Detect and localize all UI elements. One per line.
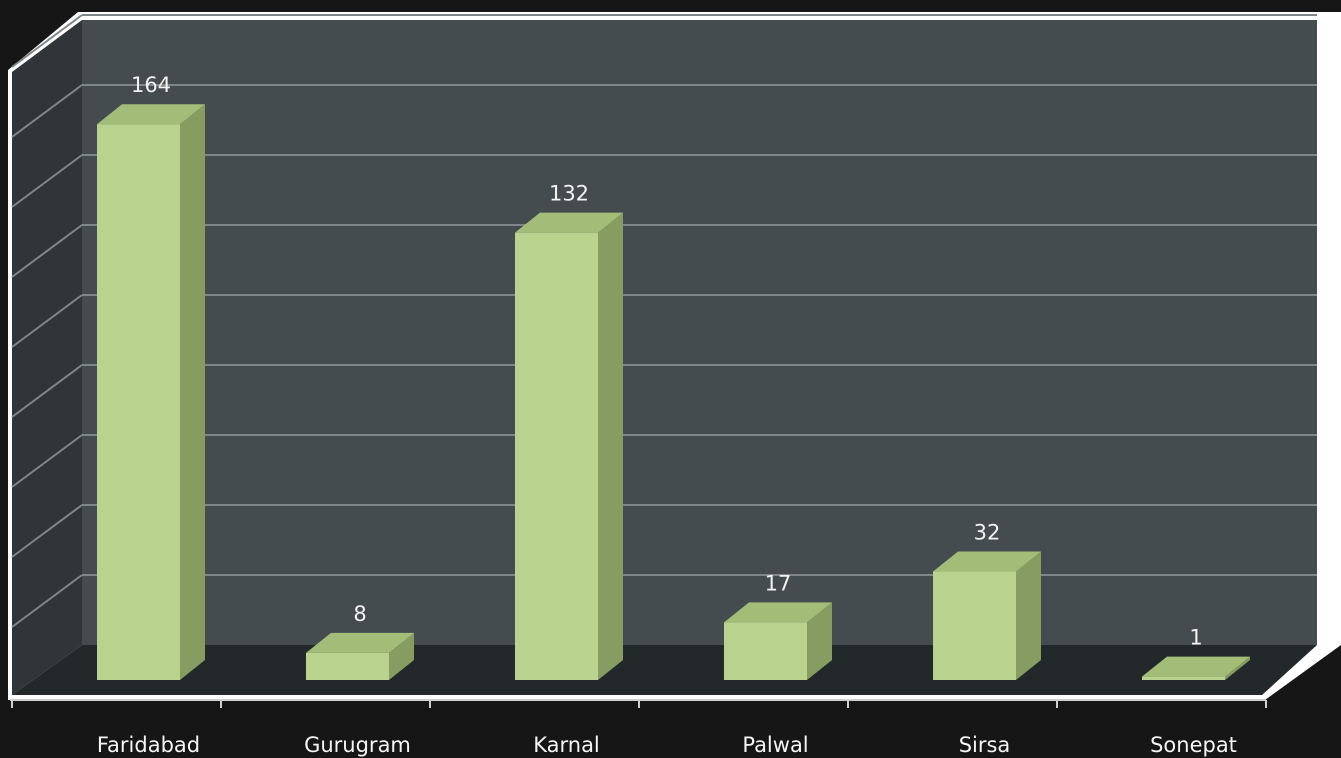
bar-side bbox=[598, 212, 623, 680]
side-wall bbox=[12, 20, 82, 695]
bar-side bbox=[389, 632, 414, 680]
bar-top bbox=[97, 104, 205, 125]
bar-front bbox=[933, 571, 1016, 680]
x-tick-label: Gurugram bbox=[304, 733, 411, 757]
bar-side bbox=[180, 104, 205, 680]
x-tick-label: Sirsa bbox=[959, 733, 1011, 757]
x-axis-labels: Faridabad Gurugram Karnal Palwal Sirsa Sonepa… bbox=[97, 733, 1237, 757]
bar-faridabad bbox=[97, 104, 205, 680]
bar-top bbox=[515, 212, 623, 233]
x-tick-label: Sonepat bbox=[1150, 733, 1237, 757]
bar-sirsa bbox=[933, 551, 1041, 680]
gridline-side bbox=[11, 154, 83, 208]
data-label: 8 bbox=[353, 602, 366, 626]
bar-gurugram bbox=[306, 632, 414, 680]
gridline-side bbox=[11, 504, 83, 558]
gridline-side bbox=[11, 84, 83, 138]
bar-front bbox=[724, 622, 807, 680]
gridline-side bbox=[11, 364, 83, 418]
back-wall bbox=[82, 20, 1317, 645]
gridline-side bbox=[11, 434, 83, 488]
gridlines bbox=[11, 14, 1317, 628]
x-tick-label: Karnal bbox=[533, 733, 600, 757]
bar-palwal bbox=[724, 602, 832, 680]
bar-top bbox=[933, 551, 1041, 572]
data-label: 164 bbox=[131, 73, 171, 97]
data-label: 1 bbox=[1189, 626, 1202, 650]
data-labels: 164 8 132 17 32 1 bbox=[131, 73, 1203, 649]
gridline-side bbox=[11, 14, 83, 68]
x-tick-label: Faridabad bbox=[97, 733, 200, 757]
bar-front bbox=[97, 124, 180, 680]
bar-side bbox=[1016, 551, 1041, 680]
bar-front bbox=[515, 232, 598, 680]
bar-front bbox=[1142, 676, 1225, 680]
bar-karnal bbox=[515, 212, 623, 680]
gridline-side bbox=[11, 224, 83, 278]
bar-side bbox=[1225, 656, 1250, 680]
bar-top bbox=[1142, 656, 1250, 677]
chart-floor bbox=[12, 645, 1317, 695]
bar-top bbox=[724, 602, 832, 623]
data-label: 17 bbox=[765, 571, 792, 595]
data-label: 132 bbox=[549, 182, 589, 206]
x-axis-ticks bbox=[11, 700, 1267, 708]
bar-top bbox=[306, 632, 414, 653]
bar-front bbox=[306, 652, 389, 680]
bar-sonepat bbox=[1142, 656, 1250, 680]
gridline-side bbox=[11, 574, 83, 628]
x-tick-label: Palwal bbox=[742, 733, 808, 757]
bars bbox=[97, 104, 1250, 680]
gridline-side bbox=[11, 294, 83, 348]
bar-side bbox=[807, 602, 832, 680]
data-label: 32 bbox=[974, 521, 1001, 545]
